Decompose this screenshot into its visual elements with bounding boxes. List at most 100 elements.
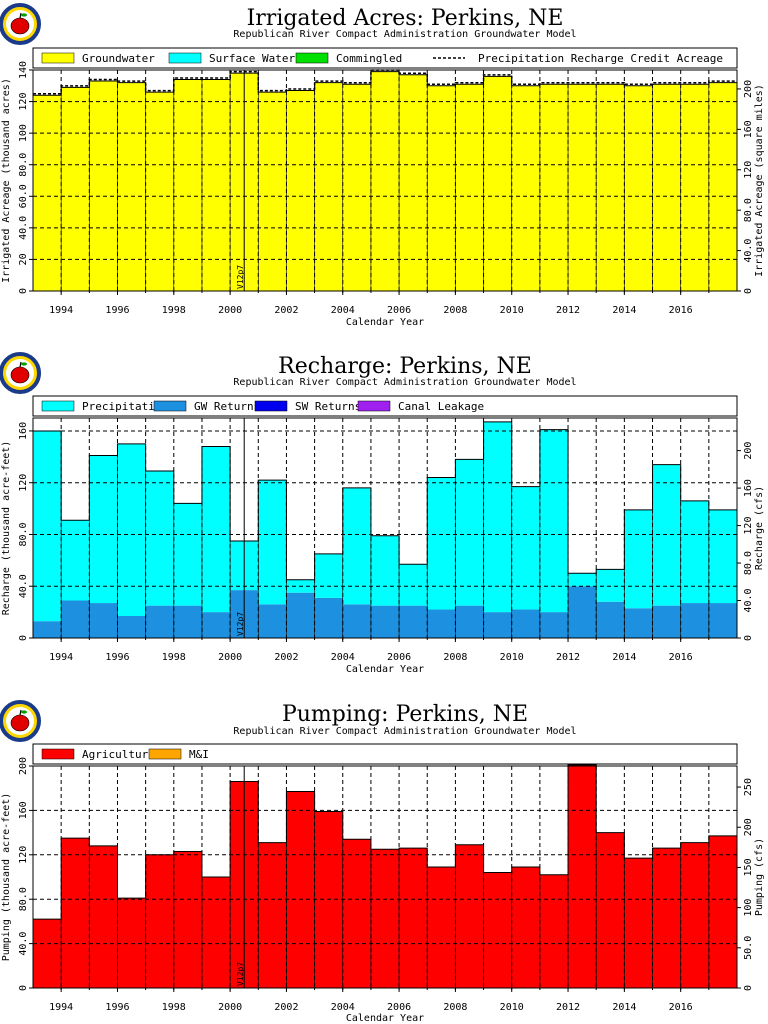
x-tick-label: 2010 [500,652,524,663]
logo-leaf [21,710,27,714]
bar [61,87,90,291]
x-tick-label: 1996 [105,1002,129,1013]
x-tick-label: 2002 [274,1002,298,1013]
y-tick-label: 0 [18,985,29,991]
y-tick-label: 120 [18,93,29,111]
x-tick-label: 2000 [218,652,242,663]
bar [624,858,653,988]
x-tick-label: 2004 [331,652,355,663]
bar [145,854,174,988]
bar [455,844,484,988]
chart-title: Irrigated Acres: Perkins, NE [247,6,564,31]
x-tick-label: 2008 [443,305,467,316]
bar [89,845,118,988]
bar [342,839,371,988]
x-tick-label: 1994 [49,305,73,316]
logo-leaf [21,362,27,366]
y2-tick-label: 250 [743,778,754,796]
y2-tick-label: 200 [743,80,754,98]
bar [511,85,540,292]
x-tick-label: 2008 [443,652,467,663]
y-tick-label: 60.0 [18,184,29,208]
legend-box [32,47,738,69]
x-tick-label: 2016 [669,1002,693,1013]
bar [511,486,540,610]
legend-label: Precipitation Recharge Credit Acreage [478,52,723,65]
y-tick-label: 80.0 [18,153,29,177]
bar [652,84,681,291]
legend-swatch [295,52,329,64]
bar [680,500,709,604]
bar [483,421,512,613]
y2-tick-label: 120 [743,517,754,535]
y-tick-label: 160 [18,801,29,819]
bar [399,564,428,606]
y-tick-label: 0 [18,288,29,294]
bar [117,82,146,291]
x-axis-label: Calendar Year [346,664,424,675]
legend-swatch [153,400,187,412]
bar [596,569,625,602]
bar [399,74,428,291]
y-tick-label: 200 [18,757,29,775]
bar [33,95,62,291]
bar [483,76,512,291]
bar [258,842,287,988]
y2-tick-label: 80.0 [743,551,754,575]
bar [680,603,709,638]
y-tick-label: 40.0 [18,216,29,240]
bar [624,608,653,638]
bar [652,464,681,606]
bar [539,429,569,613]
bar [708,835,737,988]
x-tick-label: 1994 [49,652,73,663]
bar [314,82,343,291]
legend-swatch [41,400,75,412]
y-tick-label: 40.0 [18,574,29,598]
y-tick-label: 120 [18,846,29,864]
bar [89,455,118,604]
y2-tick-label: 0 [743,288,754,294]
x-tick-label: 1998 [162,652,186,663]
bar [342,604,371,638]
plot-frame [32,69,738,292]
bar [624,509,653,609]
y-tick-label: 40.0 [18,932,29,956]
bar [539,874,569,988]
plot-frame [32,417,738,639]
bar [145,92,174,291]
logo-stem [19,361,22,368]
bar [145,605,174,638]
bar [399,605,428,638]
bar [539,612,569,638]
bar [89,81,118,291]
bar [427,477,456,610]
y2-tick-label: 0 [743,635,754,641]
legend-label: M&I [189,748,209,761]
bar [568,764,597,988]
y2-tick-label: 150 [743,858,754,876]
legend-label: GW Returns [194,400,260,413]
y-tick-label: 20 [18,253,29,265]
y2-tick-label: 0 [743,985,754,991]
logo-apple [10,366,30,384]
x-tick-label: 2012 [556,305,580,316]
y2-tick-label: 160 [743,120,754,138]
bar [117,616,146,638]
x-tick-label: 2002 [274,652,298,663]
y2-tick-label: 40.0 [743,239,754,263]
bar [201,446,231,613]
bar [173,851,202,988]
bar [173,503,202,606]
bar [258,480,287,605]
bar [117,898,146,988]
y-tick-label: 100 [18,124,29,142]
x-tick-label: 1998 [162,1002,186,1013]
bar [117,443,146,616]
bar [201,79,231,291]
bar [314,811,343,988]
y-tick-label: 160 [18,422,29,440]
logo-stem [19,709,22,716]
